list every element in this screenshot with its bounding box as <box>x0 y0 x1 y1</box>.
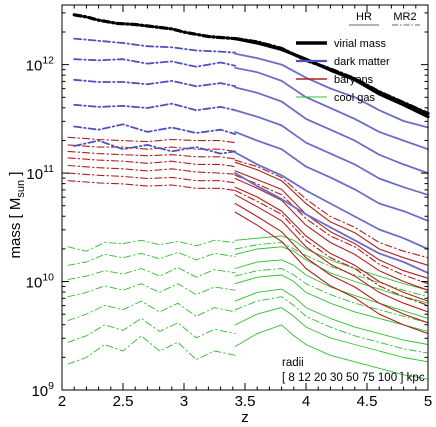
x-tick-label-4.5: 4.5 <box>357 393 378 410</box>
x-tick-label-3: 3 <box>180 393 188 410</box>
series-line-dark-matter-mr2-4 <box>73 58 237 68</box>
x-axis-label: z <box>241 409 249 426</box>
series-line-baryons-hr-29 <box>234 211 429 335</box>
x-tick-label-4: 4 <box>302 393 310 410</box>
series-line-cool-gas-mr2-48 <box>234 268 429 324</box>
axis-tick-labels: 2 2.5 3 3.5 4 4.5 5 109 1010 1011 1012 <box>26 55 433 410</box>
series-line-dark-matter-hr-15 <box>234 172 429 274</box>
radii-values: [ 8 12 20 30 50 75 100 ] kpc <box>282 372 425 384</box>
series-line-cool-gas-hr-42 <box>234 259 429 319</box>
series-line-dark-matter-hr-9 <box>234 52 429 129</box>
series-line-baryons-hr-23 <box>234 161 429 266</box>
style-legend-hr-label: HR <box>356 11 372 23</box>
legend: virial mass dark matter baryons cool gas <box>296 38 390 104</box>
series-line-baryons-hr-26 <box>234 186 429 302</box>
series-line-baryons-mr2-21 <box>67 172 236 184</box>
series-line-cool-gas-hr-46 <box>234 324 429 380</box>
series-line-cool-gas-hr-45 <box>234 307 429 363</box>
y-tick-label-1e10: 1010 <box>26 272 55 292</box>
series-line-cool-gas-mr2-36 <box>67 283 236 298</box>
series-line-dark-matter-hr-14 <box>234 151 429 250</box>
series-line-baryons-mr2-30 <box>234 159 429 259</box>
y-tick-label-1e12: 1012 <box>26 55 55 75</box>
series-line-baryons-mr2-16 <box>67 136 236 144</box>
series-line-baryons-mr2-32 <box>234 189 429 306</box>
series-line-dark-matter-mr2-5 <box>73 78 237 88</box>
series-line-cool-gas-mr2-35 <box>67 267 236 280</box>
y-axis-label-main: mass [ M <box>7 198 24 259</box>
series-line-cool-gas-hr-40 <box>234 235 429 291</box>
y-axis-label-end: ] <box>7 172 24 180</box>
series-line-dark-matter-hr-11 <box>234 86 429 174</box>
series-line-virial-mass-mr2-2 <box>233 37 430 116</box>
x-tick-label-3.5: 3.5 <box>235 393 256 410</box>
series-line-dark-matter-hr-13 <box>234 131 429 222</box>
series-line-cool-gas-mr2-33 <box>67 239 236 252</box>
x-tick-label-2: 2 <box>58 393 66 410</box>
style-legend-mr2-label: MR2 <box>393 11 416 23</box>
y-axis-label: mass [ Msun ] <box>7 172 27 259</box>
series-line-baryons-hr-25 <box>234 177 429 291</box>
series-line-cool-gas-mr2-37 <box>67 300 236 322</box>
legend-cool-gas-label: cool gas <box>334 92 375 104</box>
series-line-virial-mass-hr-1 <box>233 37 430 119</box>
series-line-cool-gas-mr2-39 <box>67 335 236 365</box>
series-line-baryons-mr2-31 <box>234 174 429 285</box>
series-line-baryons-mr2-19 <box>67 157 236 168</box>
series-line-dark-matter-hr-10 <box>234 67 429 151</box>
y-axis-label-sub: sun <box>15 180 27 198</box>
series-line-dark-matter-mr2-6 <box>73 102 237 112</box>
series-layer <box>67 13 430 380</box>
series-line-dark-matter-mr2-8 <box>73 139 237 155</box>
x-tick-label-2.5: 2.5 <box>113 393 134 410</box>
radii-title: radii <box>282 357 304 369</box>
series-line-cool-gas-hr-43 <box>234 274 429 332</box>
axis-ticks <box>61 5 429 391</box>
series-line-baryons-mr2-22 <box>67 180 236 192</box>
series-line-baryons-hr-28 <box>234 202 429 324</box>
series-line-cool-gas-mr2-49 <box>234 296 429 354</box>
radii-annotation: radii [ 8 12 20 30 50 75 100 ] kpc <box>282 357 425 384</box>
series-line-virial-mass-mr2-0 <box>72 13 237 41</box>
series-line-cool-gas-mr2-34 <box>67 251 236 266</box>
legend-dark-matter-label: dark matter <box>334 56 390 68</box>
legend-baryons-label: baryons <box>334 74 374 86</box>
series-line-dark-matter-mr2-7 <box>73 123 237 135</box>
series-line-baryons-mr2-20 <box>67 164 236 175</box>
series-line-dark-matter-hr-12 <box>234 109 429 196</box>
series-line-baryons-hr-24 <box>234 170 429 279</box>
legend-virial-mass-label: virial mass <box>334 38 386 50</box>
y-tick-label-1e11: 1011 <box>26 163 54 183</box>
series-line-cool-gas-hr-44 <box>234 288 429 345</box>
series-line-cool-gas-mr2-47 <box>234 242 429 298</box>
series-line-baryons-mr2-18 <box>67 150 236 160</box>
style-legend: HR MR2 <box>349 11 420 26</box>
x-tick-label-5: 5 <box>424 393 432 410</box>
series-line-cool-gas-mr2-38 <box>67 317 236 343</box>
series-line-baryons-hr-27 <box>234 194 429 313</box>
y-tick-label-1e9: 109 <box>31 380 54 400</box>
series-line-dark-matter-mr2-3 <box>73 37 237 54</box>
